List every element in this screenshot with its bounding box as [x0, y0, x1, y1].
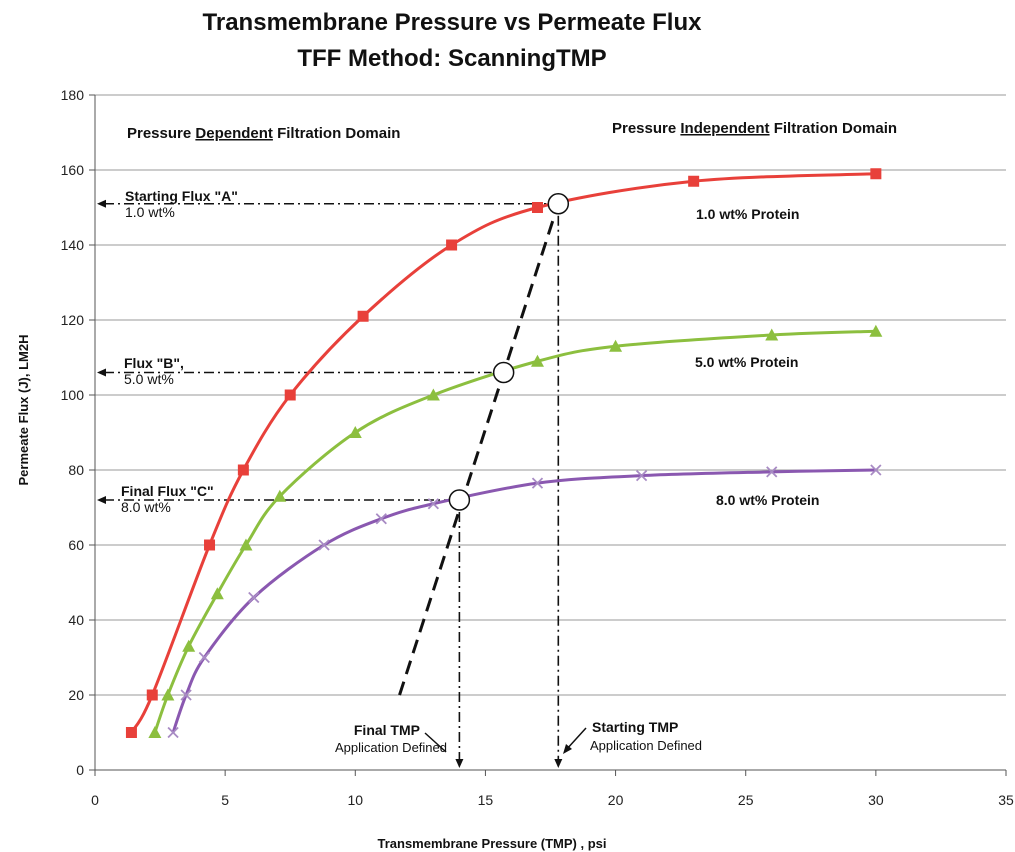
data-point — [688, 175, 700, 187]
chart-subtitle: TFF Method: ScanningTMP — [297, 45, 606, 72]
flux-c-label-title: Final Flux "C" — [121, 483, 214, 499]
flux-b-guide-arrow — [97, 368, 106, 377]
flux-c-label-subtitle: 8.0 wt% — [121, 499, 171, 515]
operating-point-2 — [492, 361, 515, 384]
data-point — [161, 688, 175, 701]
data-point — [870, 168, 882, 180]
x-tick-label: 35 — [998, 792, 1014, 808]
domain-label-dependent: Pressure Dependent Filtration Domain — [127, 125, 400, 142]
final-tmp-pointer — [424, 732, 447, 753]
annotation-lines — [97, 199, 563, 768]
data-point — [357, 310, 369, 322]
data-point — [348, 426, 362, 438]
operating-point-1 — [547, 193, 570, 215]
starting-tmp-subtitle: Application Defined — [590, 738, 702, 753]
final-tmp-subtitle: Application Defined — [335, 740, 447, 755]
series-line-3 — [171, 468, 876, 733]
data-point — [375, 513, 387, 525]
x-tick-label: 0 — [91, 792, 99, 808]
data-point — [248, 591, 260, 604]
data-point — [446, 239, 458, 251]
y-tick-label: 80 — [68, 462, 84, 478]
y-tick-label: 180 — [61, 87, 85, 103]
gridlines — [95, 94, 1006, 696]
chart-title: Transmembrane Pressure vs Permeate Flux — [203, 9, 703, 36]
series-label-3: 8.0 wt% Protein — [716, 492, 819, 508]
operating-point-3 — [448, 489, 471, 511]
data-point — [180, 689, 192, 701]
x-tick-label: 15 — [478, 792, 494, 808]
y-tick-label: 120 — [61, 312, 85, 328]
data-point — [239, 538, 253, 551]
flux-b-label-title: Flux "B", — [124, 355, 184, 371]
x-tick-label: 10 — [347, 792, 363, 808]
starting-tmp-pointer — [565, 727, 587, 751]
data-point — [530, 354, 544, 367]
y-tick-label: 160 — [61, 162, 85, 178]
y-tick-label: 0 — [76, 762, 84, 778]
data-point — [167, 726, 179, 739]
axes — [89, 94, 1007, 776]
data-point — [609, 339, 623, 352]
x-tick-labels: 0 5 10 15 20 25 30 35 — [91, 792, 1014, 808]
flux-b-label-subtitle: 5.0 wt% — [124, 371, 174, 387]
x-tick-label: 20 — [608, 792, 624, 808]
data-point — [635, 469, 648, 482]
data-point — [284, 389, 296, 401]
flux-a-guide-arrow — [97, 199, 106, 208]
series-line-1 — [130, 172, 876, 734]
data-point — [531, 477, 544, 489]
data-point — [531, 202, 543, 213]
series-label-2: 5.0 wt% Protein — [695, 354, 798, 370]
final-tmp-title: Final TMP — [354, 722, 420, 738]
data-point — [210, 587, 224, 600]
series-group — [125, 168, 883, 739]
x-tick-label: 30 — [868, 792, 884, 808]
data-point — [148, 726, 162, 738]
data-point — [766, 466, 778, 478]
x-axis-label: Transmembrane Pressure (TMP) , psi — [377, 836, 606, 851]
data-point — [870, 464, 882, 476]
y-tick-label: 60 — [68, 537, 84, 553]
data-point — [318, 539, 330, 551]
flux-c-guide-arrow — [97, 496, 106, 504]
starting-tmp-pointer-arrow — [563, 744, 572, 754]
y-tick-label: 140 — [61, 237, 85, 253]
starting-tmp-title: Starting TMP — [592, 719, 678, 735]
data-point — [273, 489, 287, 502]
x-tick-label: 5 — [221, 792, 229, 808]
y-tick-labels: 0 20 40 60 80 100 120 140 160 180 — [61, 87, 85, 778]
flux-a-label-title: Starting Flux "A" — [125, 188, 238, 204]
y-tick-label: 20 — [68, 687, 84, 703]
data-point — [204, 539, 216, 551]
data-point — [869, 324, 883, 337]
tmp-trend-line — [398, 203, 560, 696]
domain-label-independent: Pressure Independent Filtration Domain — [612, 120, 897, 137]
data-point — [125, 727, 137, 738]
data-point — [427, 498, 440, 510]
y-tick-label: 40 — [68, 612, 84, 628]
operating-points — [448, 193, 570, 511]
final-tmp-guide-arrow — [455, 759, 464, 768]
data-point — [237, 464, 249, 476]
data-point — [765, 328, 779, 341]
annotation-labels: 1.0 wt% Protein 5.0 wt% Protein 8.0 wt% Pr… — [121, 188, 819, 755]
y-tick-label: 100 — [61, 387, 85, 403]
flux-a-label-subtitle: 1.0 wt% — [125, 204, 175, 220]
y-axis-label: Permeate Flux (J), LM2H — [16, 335, 31, 486]
series-label-1: 1.0 wt% Protein — [696, 206, 799, 222]
starting-tmp-guide-arrow — [554, 759, 563, 768]
series-line-2 — [153, 329, 876, 733]
data-point — [146, 689, 158, 701]
data-point — [198, 651, 210, 664]
x-tick-label: 25 — [738, 792, 754, 808]
data-point — [182, 639, 196, 652]
data-point — [426, 388, 440, 401]
domain-labels: Pressure Dependent Filtration Domain Pres… — [127, 120, 897, 142]
